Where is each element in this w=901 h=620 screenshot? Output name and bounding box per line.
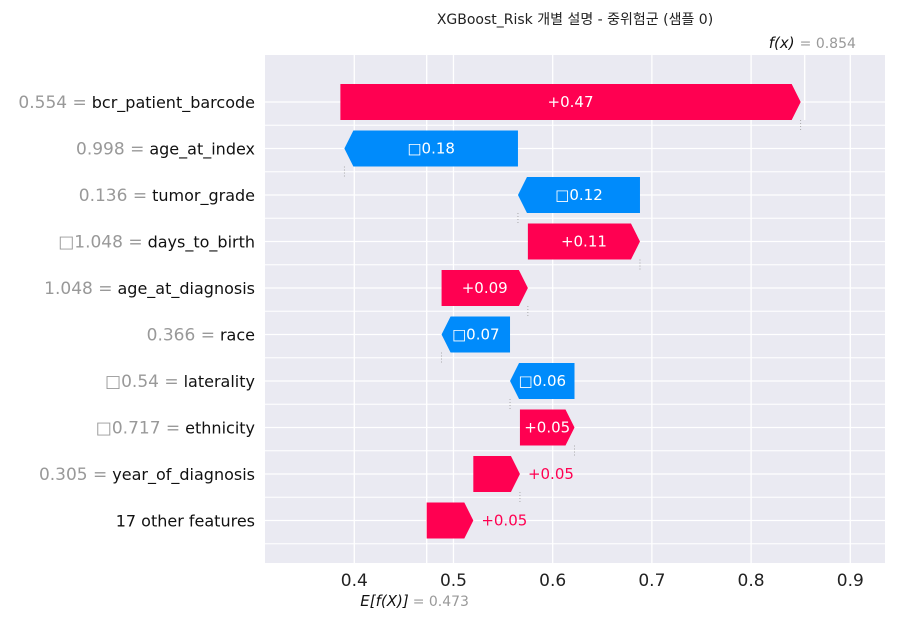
feature-name: 17 other features — [116, 512, 255, 531]
x-tick-label: 0.7 — [638, 571, 665, 591]
feature-name: ethnicity — [185, 419, 255, 438]
bar-year_of_diagnosis — [473, 456, 520, 492]
bar-bcr_patient_barcode — [340, 84, 801, 120]
feature-name: age_at_diagnosis — [118, 279, 256, 299]
bar-value-label: +0.05 — [481, 512, 527, 530]
bar-value-label: □0.12 — [555, 186, 603, 204]
x-tick-label: 0.5 — [440, 571, 467, 591]
x-axis: 0.4 0.5 0.6 0.7 0.8 0.9 — [341, 571, 864, 591]
bar-value-label: +0.11 — [561, 233, 607, 251]
ex-label: E[f(X)] — [360, 592, 409, 610]
feature-name: days_to_birth — [148, 233, 255, 253]
x-tick-label: 0.4 — [341, 571, 368, 591]
bar-tumor_grade — [517, 177, 640, 213]
feature-value: 0.554 = — [18, 93, 86, 113]
feature-name: bcr_patient_barcode — [92, 93, 255, 113]
feature-value: 0.305 = — [39, 465, 107, 485]
annotations: f(x) = 0.854 E[f(X)] = 0.473 — [360, 34, 856, 610]
bar-value-label: +0.47 — [548, 93, 594, 111]
x-tick-label: 0.9 — [837, 571, 864, 591]
bar-17-other-features — [426, 502, 474, 539]
bar-days_to_birth — [527, 223, 640, 260]
bar-age_at_index — [344, 130, 518, 167]
bar-age_at_diagnosis — [441, 270, 528, 306]
feature-value: 0.998 = — [76, 140, 144, 160]
bar-value-label: □0.06 — [518, 372, 566, 390]
feature-value: □0.54 = — [105, 372, 179, 392]
bar-race — [441, 316, 511, 353]
bar-value-label: +0.05 — [524, 419, 570, 437]
feature-value: □1.048 = — [58, 233, 142, 253]
chart-title: XGBoost_Risk 개별 설명 - 중위험군 (샘플 0) — [437, 12, 713, 28]
fx-label: f(x) — [769, 34, 795, 52]
feature-value: □0.717 = — [96, 419, 180, 439]
bar-value-label: +0.09 — [462, 279, 508, 297]
feature-value: 1.048 = — [44, 279, 112, 299]
feature-name: race — [220, 326, 255, 345]
feature-value: 0.136 = — [79, 186, 147, 206]
feature-name: age_at_index — [149, 140, 255, 160]
ex-value: = 0.473 — [413, 594, 469, 610]
bar-value-label: +0.05 — [528, 465, 574, 483]
bar-value-label: □0.07 — [452, 326, 500, 344]
fx-value: = 0.854 — [800, 36, 856, 52]
bar-ethnicity — [519, 409, 575, 446]
bar-laterality — [510, 363, 575, 399]
feature-name: year_of_diagnosis — [112, 465, 255, 485]
feature-name: tumor_grade — [152, 186, 255, 206]
feature-name: laterality — [184, 372, 255, 391]
x-tick-label: 0.8 — [738, 571, 765, 591]
feature-rows: +0.47 bcr_patient_barcode 0.554 = □0.18 age_… — [18, 55, 806, 563]
x-tick-label: 0.6 — [539, 571, 566, 591]
bar-value-label: □0.18 — [407, 140, 455, 158]
feature-value: 0.366 = — [147, 326, 215, 346]
